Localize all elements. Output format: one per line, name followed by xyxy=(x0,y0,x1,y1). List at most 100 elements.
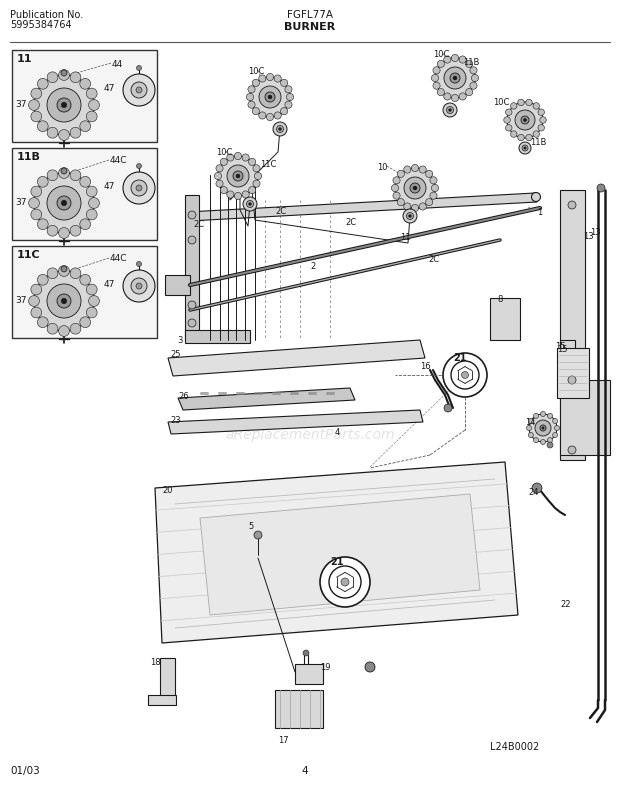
Text: 11B: 11B xyxy=(17,152,41,162)
Circle shape xyxy=(273,122,287,136)
Circle shape xyxy=(419,166,427,173)
Text: 4: 4 xyxy=(302,766,308,776)
Circle shape xyxy=(470,67,477,74)
Circle shape xyxy=(59,168,69,179)
Circle shape xyxy=(37,121,48,132)
Circle shape xyxy=(505,109,512,115)
Circle shape xyxy=(507,102,543,138)
Circle shape xyxy=(523,118,526,121)
Polygon shape xyxy=(185,330,250,343)
Circle shape xyxy=(236,174,240,178)
Circle shape xyxy=(47,88,81,122)
Circle shape xyxy=(86,88,97,99)
Bar xyxy=(490,298,520,340)
Circle shape xyxy=(510,131,517,137)
Circle shape xyxy=(433,82,440,89)
Circle shape xyxy=(280,79,288,87)
Bar xyxy=(160,658,175,700)
Circle shape xyxy=(568,446,576,454)
Circle shape xyxy=(267,73,273,81)
Circle shape xyxy=(533,131,539,137)
Circle shape xyxy=(242,191,249,198)
Circle shape xyxy=(80,317,91,328)
Text: 16: 16 xyxy=(420,362,431,371)
Circle shape xyxy=(433,67,440,74)
Circle shape xyxy=(253,164,260,172)
Circle shape xyxy=(89,198,99,208)
Circle shape xyxy=(61,200,67,206)
Circle shape xyxy=(397,198,404,206)
Text: 13: 13 xyxy=(583,232,593,241)
Circle shape xyxy=(123,74,155,106)
Circle shape xyxy=(253,180,260,187)
Circle shape xyxy=(227,165,249,187)
Circle shape xyxy=(227,191,234,198)
Circle shape xyxy=(37,317,48,328)
Circle shape xyxy=(391,184,399,191)
Circle shape xyxy=(404,166,411,173)
Circle shape xyxy=(259,86,281,108)
Text: Publication No.: Publication No. xyxy=(10,10,83,20)
Text: 44C: 44C xyxy=(110,156,128,165)
Circle shape xyxy=(37,176,48,187)
Circle shape xyxy=(437,89,445,96)
Circle shape xyxy=(505,125,512,131)
Circle shape xyxy=(61,299,67,304)
Circle shape xyxy=(215,172,221,179)
Circle shape xyxy=(451,94,459,102)
Circle shape xyxy=(243,197,257,211)
Text: FGFL77A: FGFL77A xyxy=(287,10,333,20)
Circle shape xyxy=(57,98,71,112)
Circle shape xyxy=(526,426,531,430)
Circle shape xyxy=(515,110,535,130)
Circle shape xyxy=(409,214,412,218)
Circle shape xyxy=(526,134,532,141)
Circle shape xyxy=(31,88,42,99)
Circle shape xyxy=(538,125,544,131)
Circle shape xyxy=(518,99,525,106)
Circle shape xyxy=(412,164,418,172)
Circle shape xyxy=(254,172,262,179)
Circle shape xyxy=(61,266,67,272)
Text: 10C: 10C xyxy=(248,67,264,76)
Text: 5: 5 xyxy=(248,522,253,531)
Circle shape xyxy=(136,164,141,168)
Circle shape xyxy=(303,650,309,656)
Circle shape xyxy=(233,171,243,181)
Circle shape xyxy=(285,86,292,93)
Circle shape xyxy=(533,414,539,418)
Circle shape xyxy=(248,86,255,93)
Circle shape xyxy=(280,107,288,115)
Circle shape xyxy=(248,101,255,108)
Circle shape xyxy=(278,128,281,130)
Text: 47: 47 xyxy=(104,280,115,289)
Circle shape xyxy=(443,103,457,117)
Polygon shape xyxy=(187,193,537,221)
Circle shape xyxy=(459,93,466,100)
Circle shape xyxy=(249,202,251,206)
Text: 10: 10 xyxy=(377,163,388,172)
Circle shape xyxy=(47,72,58,83)
Circle shape xyxy=(188,211,196,219)
Circle shape xyxy=(547,442,553,448)
Circle shape xyxy=(329,566,361,598)
Text: 44C: 44C xyxy=(110,254,128,263)
Circle shape xyxy=(234,192,242,199)
Text: 11B: 11B xyxy=(530,138,546,147)
Circle shape xyxy=(444,56,451,63)
Circle shape xyxy=(220,187,228,194)
Circle shape xyxy=(568,376,576,384)
Text: 17: 17 xyxy=(278,736,289,745)
Circle shape xyxy=(70,170,81,181)
Circle shape xyxy=(259,112,266,119)
Circle shape xyxy=(277,125,283,133)
Text: 21: 21 xyxy=(330,557,343,567)
Circle shape xyxy=(267,114,273,121)
Circle shape xyxy=(444,93,451,100)
Text: 37: 37 xyxy=(15,198,27,207)
Circle shape xyxy=(57,196,71,210)
Circle shape xyxy=(446,106,453,114)
Circle shape xyxy=(524,147,526,149)
Text: 18: 18 xyxy=(150,658,161,667)
Circle shape xyxy=(541,411,546,417)
